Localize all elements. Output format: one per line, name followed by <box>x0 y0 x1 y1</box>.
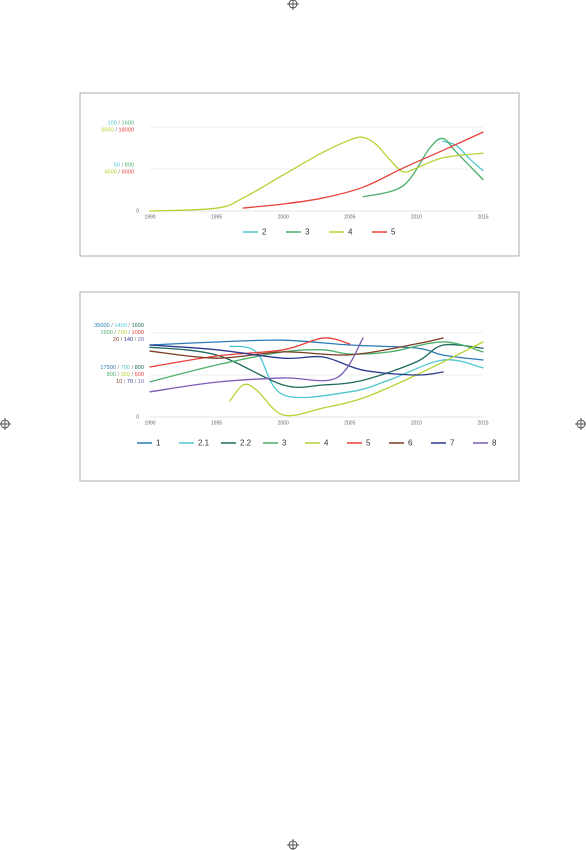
data-line <box>149 337 351 368</box>
y-tick-label: 1000 <box>132 330 144 336</box>
y-tick-label: 9000 <box>101 128 113 134</box>
x-tick-label: 1995 <box>211 420 222 426</box>
tick-separator: / <box>113 330 118 336</box>
tick-separator: / <box>122 379 127 385</box>
y-tick-label: 4500 <box>104 170 116 176</box>
y-tick-label: 20 <box>138 337 144 343</box>
y-tick-label-row: 17500 / 700 / 800 <box>100 365 144 371</box>
x-tick-label: 1990 <box>144 214 155 220</box>
tick-separator: / <box>130 372 135 378</box>
y-tick-label: 1400 <box>114 323 126 329</box>
tick-separator: / <box>119 337 124 343</box>
legend-label: 5 <box>391 228 396 237</box>
registration-mark <box>0 418 11 430</box>
y-tick-label-row: 35000 / 1400 / 1600 <box>94 323 144 329</box>
y-tick-label: 17500 <box>100 365 116 371</box>
legend-label: 6 <box>408 439 413 448</box>
data-line <box>149 337 364 393</box>
tick-separator: / <box>117 170 122 176</box>
y-tick-label: 800 <box>135 365 144 371</box>
tick-separator: / <box>133 337 138 343</box>
data-line <box>149 136 484 212</box>
tick-separator: / <box>127 330 132 336</box>
y-tick-label: 1600 <box>100 330 112 336</box>
data-line <box>149 337 444 359</box>
tick-separator: / <box>120 163 125 169</box>
y-tick-label: 500 <box>135 372 144 378</box>
y-tick-label: 10 <box>116 379 122 385</box>
y-tick-label: 800 <box>107 372 116 378</box>
y-tick-label-row: 9000 / 18000 <box>101 128 134 134</box>
tick-separator: / <box>114 128 119 134</box>
y-tick-label: 50 <box>114 163 120 169</box>
tick-separator: / <box>110 323 115 329</box>
data-line <box>149 341 484 383</box>
data-line <box>149 343 484 389</box>
data-line <box>442 140 484 172</box>
legend-label: 4 <box>348 228 353 237</box>
x-tick-label: 2010 <box>411 214 422 220</box>
y-tick-label: 0 <box>136 208 139 214</box>
x-tick-label: 2000 <box>278 420 289 426</box>
y-tick-label: 70 <box>127 379 133 385</box>
y-tick-label: 700 <box>121 365 130 371</box>
registration-mark <box>287 839 299 850</box>
chart-frame <box>79 291 520 482</box>
y-tick-label: 350 <box>121 372 130 378</box>
tick-separator: / <box>130 365 135 371</box>
x-tick-label: 2005 <box>344 420 355 426</box>
legend-label: 2.1 <box>198 439 210 448</box>
x-tick-label: 1990 <box>144 420 155 426</box>
legend-label: 5 <box>366 439 371 448</box>
y-tick-label-row: 4500 / 9000 <box>104 170 134 176</box>
data-line <box>242 131 484 209</box>
data-line <box>362 137 484 198</box>
x-tick-label: 2015 <box>477 420 488 426</box>
y-tick-label: 35000 <box>94 323 110 329</box>
tick-separator: / <box>116 372 121 378</box>
x-tick-label: 2000 <box>278 214 289 220</box>
y-tick-label: 1600 <box>122 121 134 127</box>
y-tick-label: 10 <box>138 379 144 385</box>
y-tick-label: 9000 <box>122 170 134 176</box>
y-tick-label-row: 20 / 140 / 20 <box>113 337 144 343</box>
data-line <box>149 339 484 361</box>
registration-mark <box>575 418 586 430</box>
y-tick-label: 140 <box>124 337 133 343</box>
legend-label: 7 <box>450 439 455 448</box>
y-tick-label: 700 <box>118 330 127 336</box>
y-tick-label: 800 <box>125 163 134 169</box>
legend-label: 3 <box>305 228 310 237</box>
y-tick-label-row: 100 / 1600 <box>108 121 134 127</box>
y-tick-label-row: 1600 / 700 / 1000 <box>100 330 144 336</box>
tick-separator: / <box>127 323 132 329</box>
chart-frame <box>79 92 520 257</box>
y-tick-label: 18000 <box>118 128 134 134</box>
y-tick-label-row: 50 / 800 <box>114 163 134 169</box>
legend-label: 8 <box>492 439 497 448</box>
x-tick-label: 2015 <box>477 214 488 220</box>
registration-mark <box>287 0 299 10</box>
legend-label: 3 <box>282 439 287 448</box>
y-tick-label-row: 10 / 70 / 10 <box>116 379 144 385</box>
x-tick-label: 2005 <box>344 214 355 220</box>
tick-separator: / <box>133 379 138 385</box>
y-tick-label-row: 800 / 350 / 500 <box>107 372 144 378</box>
y-tick-label: 0 <box>136 414 139 420</box>
legend-label: 1 <box>156 439 161 448</box>
legend-label: 2.2 <box>240 439 252 448</box>
x-tick-label: 1995 <box>211 214 222 220</box>
tick-separator: / <box>117 121 122 127</box>
legend-label: 4 <box>324 439 329 448</box>
legend-label: 2 <box>262 228 267 237</box>
x-tick-label: 2010 <box>411 420 422 426</box>
tick-separator: / <box>116 365 121 371</box>
y-tick-label: 100 <box>108 121 117 127</box>
data-line <box>149 344 444 376</box>
y-tick-label: 20 <box>113 337 119 343</box>
y-tick-label: 1600 <box>132 323 144 329</box>
